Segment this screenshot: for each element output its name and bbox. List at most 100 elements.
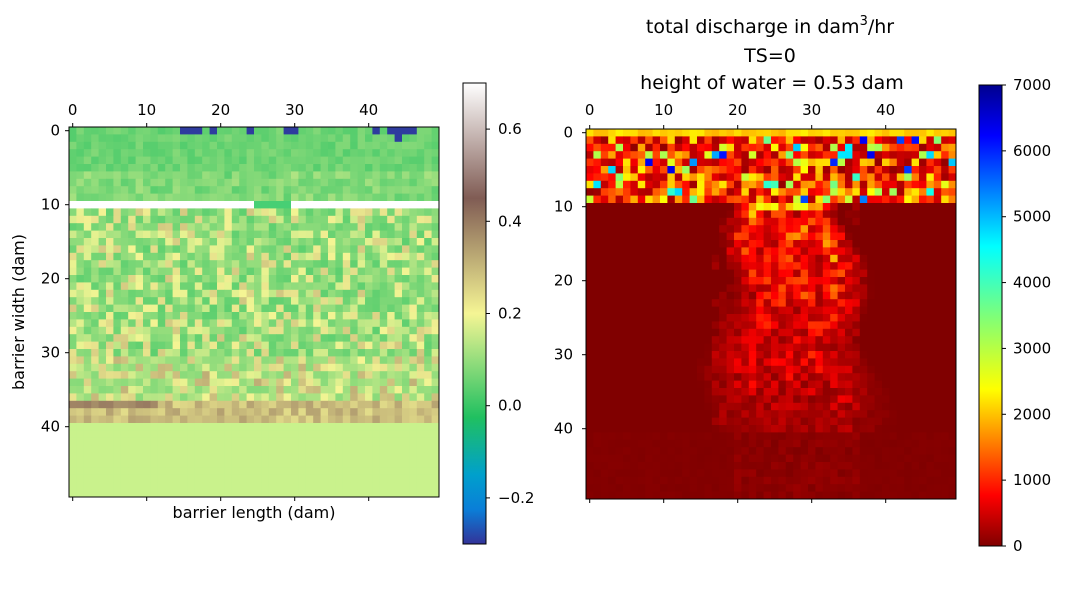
heatmap-cell — [128, 393, 136, 402]
heatmap-cell — [342, 400, 351, 409]
heatmap-cell — [83, 141, 92, 150]
heatmap-cell — [741, 454, 750, 463]
heatmap-cell — [734, 306, 742, 315]
heatmap-cell — [719, 484, 727, 492]
heatmap-cell — [98, 489, 107, 498]
heatmap-cell — [409, 127, 418, 135]
heatmap-cell — [276, 230, 284, 239]
heatmap-cell — [431, 400, 440, 409]
heatmap-cell — [350, 341, 358, 350]
heatmap-cell — [822, 454, 831, 463]
heatmap-cell — [372, 297, 381, 305]
heatmap-cell — [387, 134, 395, 143]
heatmap-cell — [150, 482, 159, 490]
heatmap-cell — [209, 386, 218, 394]
heatmap-cell — [239, 341, 247, 350]
heatmap-cell — [172, 223, 181, 231]
heatmap-cell — [202, 141, 210, 150]
heatmap-cell — [209, 363, 218, 372]
heatmap-cell — [667, 203, 676, 211]
heatmap-cell — [372, 363, 381, 372]
heatmap-cell — [697, 417, 705, 426]
heatmap-cell — [143, 430, 151, 439]
heatmap-cell — [91, 452, 99, 461]
heatmap-cell — [291, 319, 299, 328]
heatmap-cell — [194, 297, 203, 305]
heatmap-cell — [667, 151, 676, 159]
heatmap-cell — [726, 240, 735, 248]
heatmap-cell — [320, 312, 329, 320]
heatmap-cell — [143, 282, 151, 291]
heatmap-cell — [83, 289, 92, 298]
heatmap-cell — [867, 166, 875, 174]
heatmap-cell — [756, 328, 764, 337]
heatmap-cell — [660, 373, 668, 381]
heatmap-cell — [365, 482, 373, 490]
heatmap-cell — [933, 358, 942, 367]
heatmap-cell — [711, 284, 720, 293]
heatmap-cell — [261, 149, 270, 157]
heatmap-cell — [778, 203, 787, 211]
heatmap-cell — [120, 275, 129, 283]
heatmap-cell — [283, 304, 292, 313]
heatmap-cell — [120, 149, 129, 157]
heatmap-cell — [224, 408, 233, 416]
heatmap-cell — [165, 319, 173, 328]
heatmap-cell — [808, 240, 816, 248]
heatmap-cell — [328, 252, 336, 261]
heatmap-cell — [711, 380, 720, 389]
heatmap-cell — [726, 188, 735, 196]
heatmap-cell — [209, 252, 218, 261]
heatmap-cell — [593, 254, 602, 263]
heatmap-cell — [409, 134, 418, 143]
heatmap-cell — [128, 223, 136, 231]
heatmap-cell — [276, 452, 284, 461]
heatmap-cell — [224, 186, 233, 194]
heatmap-cell — [187, 127, 196, 135]
heatmap-cell — [859, 306, 868, 315]
heatmap-cell — [689, 373, 698, 381]
heatmap-cell — [600, 232, 609, 241]
heatmap-cell — [69, 186, 77, 194]
heatmap-cell — [682, 439, 690, 448]
heatmap-cell — [852, 351, 861, 359]
heatmap-cell — [261, 260, 270, 268]
heatmap-cell — [919, 166, 927, 174]
heatmap-cell — [630, 291, 639, 300]
heatmap-cell — [748, 173, 757, 182]
heatmap-cell — [778, 447, 787, 455]
heatmap-cell — [180, 141, 188, 150]
heatmap-cell — [748, 388, 757, 396]
heatmap-cell — [276, 393, 284, 402]
heatmap-cell — [187, 378, 196, 387]
heatmap-cell — [697, 432, 705, 441]
heatmap-cell — [276, 341, 284, 350]
heatmap-cell — [586, 410, 594, 418]
heatmap-cell — [172, 371, 181, 379]
heatmap-cell — [771, 447, 779, 455]
heatmap-cell — [904, 462, 912, 470]
heatmap-cell — [859, 277, 868, 285]
heatmap-cell — [852, 299, 861, 307]
heatmap-cell — [150, 178, 159, 187]
heatmap-cell — [120, 349, 129, 357]
heatmap-cell — [276, 482, 284, 490]
heatmap-cell — [409, 164, 418, 172]
heatmap-cell — [771, 284, 779, 293]
heatmap-cell — [822, 143, 831, 152]
heatmap-cell — [350, 423, 358, 431]
heatmap-cell — [165, 215, 173, 224]
heatmap-cell — [416, 400, 425, 409]
heatmap-cell — [261, 238, 270, 246]
heatmap-cell — [150, 201, 159, 209]
heatmap-cell — [165, 489, 173, 498]
heatmap-cell — [409, 349, 418, 357]
heatmap-cell — [808, 328, 816, 337]
heatmap-cell — [660, 462, 668, 470]
heatmap-cell — [630, 210, 639, 219]
heatmap-cell — [815, 284, 824, 293]
heatmap-cell — [674, 247, 683, 256]
heatmap-cell — [320, 164, 329, 172]
heatmap-cell — [416, 186, 425, 194]
